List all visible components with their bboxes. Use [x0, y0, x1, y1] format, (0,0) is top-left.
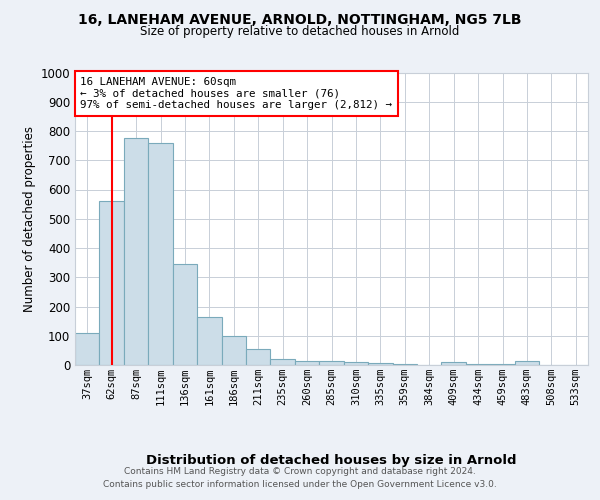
Bar [515, 362, 539, 365]
Text: Size of property relative to detached houses in Arnold: Size of property relative to detached ho… [140, 25, 460, 38]
Bar [173, 264, 197, 365]
Bar [295, 360, 319, 365]
Bar [466, 364, 490, 365]
Bar [271, 359, 295, 365]
Bar [75, 333, 100, 365]
Bar [392, 364, 417, 365]
Bar [319, 362, 344, 365]
Text: Contains public sector information licensed under the Open Government Licence v3: Contains public sector information licen… [103, 480, 497, 489]
Bar [148, 142, 173, 365]
X-axis label: Distribution of detached houses by size in Arnold: Distribution of detached houses by size … [146, 454, 517, 467]
Bar [368, 362, 392, 365]
Text: 16 LANEHAM AVENUE: 60sqm
← 3% of detached houses are smaller (76)
97% of semi-de: 16 LANEHAM AVENUE: 60sqm ← 3% of detache… [80, 77, 392, 110]
Bar [221, 336, 246, 365]
Bar [100, 201, 124, 365]
Bar [442, 362, 466, 365]
Bar [344, 362, 368, 365]
Bar [197, 316, 221, 365]
Bar [246, 349, 271, 365]
Bar [124, 138, 148, 365]
Text: 16, LANEHAM AVENUE, ARNOLD, NOTTINGHAM, NG5 7LB: 16, LANEHAM AVENUE, ARNOLD, NOTTINGHAM, … [78, 12, 522, 26]
Bar [490, 364, 515, 365]
Y-axis label: Number of detached properties: Number of detached properties [23, 126, 37, 312]
Text: Contains HM Land Registry data © Crown copyright and database right 2024.: Contains HM Land Registry data © Crown c… [124, 467, 476, 476]
